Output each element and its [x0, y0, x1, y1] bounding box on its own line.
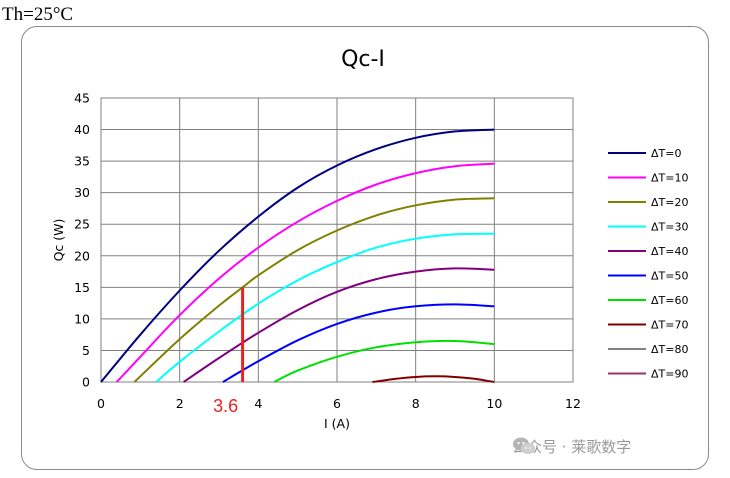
annotation: 3.6 [213, 287, 245, 416]
legend-label: ΔT=70 [651, 319, 688, 332]
legend-label: ΔT=30 [651, 221, 688, 234]
series-line [133, 197, 495, 383]
legend-label: ΔT=60 [651, 294, 688, 307]
series-line [273, 339, 495, 383]
legend-label: ΔT=80 [651, 343, 688, 356]
y-axis-label: Qc (W) [51, 219, 66, 262]
y-tick-label: 15 [74, 280, 90, 295]
series-line [100, 128, 495, 383]
legend-label: ΔT=20 [651, 196, 688, 209]
y-tick-label: 10 [74, 311, 90, 326]
x-tick-label: 6 [333, 396, 341, 411]
y-tick-labels: 0 5 10 15 20 25 30 35 40 45 [74, 91, 90, 390]
y-tick-label: 5 [82, 343, 90, 358]
chart-title: Qc-I [341, 47, 385, 72]
x-tick-label: 10 [486, 396, 502, 411]
x-tick-label: 2 [176, 396, 184, 411]
legend-label: ΔT=10 [651, 172, 688, 185]
y-tick-label: 25 [74, 217, 90, 232]
watermark-text: 公众号 · 莱歌数字 [512, 438, 632, 456]
series-line [372, 375, 495, 383]
grid-lines [100, 97, 574, 383]
plot-area-border [100, 97, 574, 383]
wechat-icon [513, 437, 535, 454]
y-tick-label: 0 [82, 375, 90, 390]
annotation-label: 3.6 [213, 396, 238, 416]
x-axis-label: I (A) [324, 416, 350, 431]
y-tick-label: 30 [74, 185, 90, 200]
x-tick-label: 4 [254, 396, 262, 411]
x-tick-label: 0 [97, 396, 105, 411]
series-line [115, 162, 495, 383]
series-line [155, 232, 495, 383]
y-tick-label: 20 [74, 248, 90, 263]
series-line [222, 303, 495, 383]
x-tick-label: 8 [412, 396, 420, 411]
watermark: 公众号 · 莱歌数字 [512, 436, 631, 457]
legend: ΔT=0 ΔT=10 ΔT=20 ΔT=30 ΔT=40 ΔT=50 ΔT=60 ΔT=70 Δ… [608, 147, 688, 381]
series-lines [100, 128, 495, 383]
x-tick-label: 12 [565, 396, 581, 411]
chart-frame [21, 26, 709, 470]
legend-label: ΔT=90 [651, 368, 688, 381]
legend-label: ΔT=0 [651, 147, 681, 160]
legend-label: ΔT=50 [651, 270, 688, 283]
legend-label: ΔT=40 [651, 245, 688, 258]
y-tick-label: 40 [74, 122, 90, 137]
chart-heading: Th=25°C [2, 4, 74, 25]
series-line [183, 267, 495, 383]
y-tick-label: 35 [74, 154, 90, 169]
y-tick-label: 45 [74, 91, 90, 106]
x-tick-labels: 0 2 4 6 8 10 12 [97, 396, 581, 411]
